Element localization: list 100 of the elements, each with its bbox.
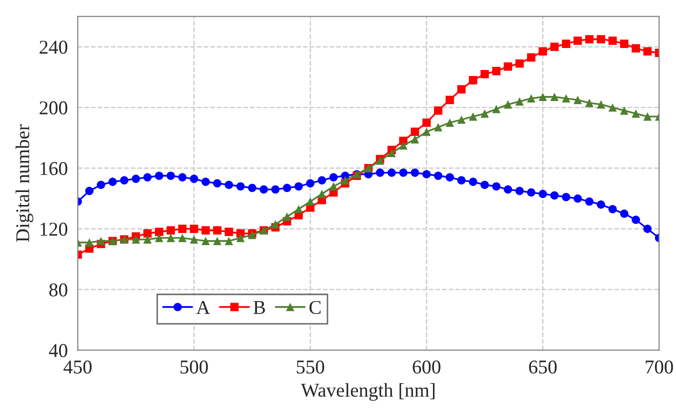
point (201, 178, 210, 186)
point (236, 182, 245, 191)
point (271, 185, 280, 194)
point (341, 176, 350, 184)
point (550, 42, 559, 51)
x-tick-label: 500 (180, 360, 208, 374)
point (143, 173, 152, 182)
point (515, 186, 524, 196)
point (190, 174, 198, 183)
x-tick-label: 650 (529, 360, 557, 374)
point (318, 190, 326, 198)
point (608, 103, 617, 112)
point (632, 109, 640, 118)
point (388, 148, 396, 158)
point (410, 128, 420, 136)
point (457, 176, 466, 184)
point (260, 185, 268, 194)
point (306, 197, 314, 206)
point (632, 216, 640, 224)
point (434, 123, 442, 132)
point (399, 168, 408, 177)
point (538, 190, 547, 198)
point (422, 118, 431, 127)
x-tick-label: 700 (646, 360, 673, 374)
point (213, 179, 222, 188)
point (596, 200, 606, 209)
point (178, 234, 187, 242)
point (585, 197, 594, 206)
point (201, 236, 210, 246)
x-tick-label: 550 (296, 360, 324, 374)
point (608, 36, 617, 45)
point (585, 35, 594, 44)
y-tick-label: 240 (40, 40, 68, 54)
point (446, 173, 454, 182)
point (143, 235, 152, 244)
point (504, 185, 512, 194)
point (492, 104, 500, 114)
y-tick-label: 80 (49, 283, 68, 296)
point (329, 173, 338, 182)
point (538, 92, 547, 102)
legend-label: A (196, 300, 210, 314)
point (294, 204, 303, 214)
point (306, 179, 314, 188)
point (213, 236, 222, 246)
point (236, 234, 245, 242)
point (376, 168, 384, 177)
point (550, 191, 559, 200)
point (410, 168, 420, 177)
point (620, 210, 628, 218)
point (154, 172, 164, 180)
point (480, 70, 489, 78)
point (585, 98, 594, 108)
x-axis-title: Wavelength [nm] (300, 383, 434, 401)
point (457, 115, 466, 124)
point (643, 47, 652, 56)
point (620, 40, 628, 48)
point (574, 96, 582, 104)
point (468, 112, 478, 121)
point (166, 172, 175, 180)
point (178, 173, 187, 182)
point (527, 94, 536, 103)
point (504, 100, 512, 109)
point (574, 36, 582, 45)
point (282, 212, 292, 221)
y-tick-label: 40 (48, 344, 68, 358)
point (329, 182, 338, 191)
point (132, 174, 140, 183)
point (143, 229, 152, 238)
point (271, 220, 280, 228)
point (96, 236, 106, 246)
point (527, 188, 536, 197)
point (318, 176, 326, 184)
point (515, 97, 524, 106)
point (410, 135, 420, 144)
point (85, 238, 94, 247)
point (132, 235, 140, 244)
y-tick-label: 200 (40, 101, 68, 114)
point (282, 184, 292, 192)
y-tick-label: 120 (40, 222, 68, 236)
point (224, 236, 234, 246)
x-tick-label: 450 (64, 360, 92, 374)
point (224, 228, 234, 236)
point (388, 168, 396, 177)
point (422, 170, 431, 178)
legend-label: C (309, 300, 321, 314)
y-axis-title: Digital number (16, 124, 34, 242)
point (643, 224, 652, 234)
x-tick-label: 600 (412, 360, 440, 374)
point (620, 106, 628, 115)
point (154, 234, 164, 242)
point (562, 94, 570, 103)
point (480, 180, 489, 190)
point (434, 106, 442, 115)
point (399, 141, 408, 150)
point (596, 100, 606, 109)
point (434, 172, 442, 180)
point (85, 186, 94, 196)
point (201, 226, 210, 235)
point (120, 176, 128, 184)
legend-label: B (253, 301, 265, 314)
